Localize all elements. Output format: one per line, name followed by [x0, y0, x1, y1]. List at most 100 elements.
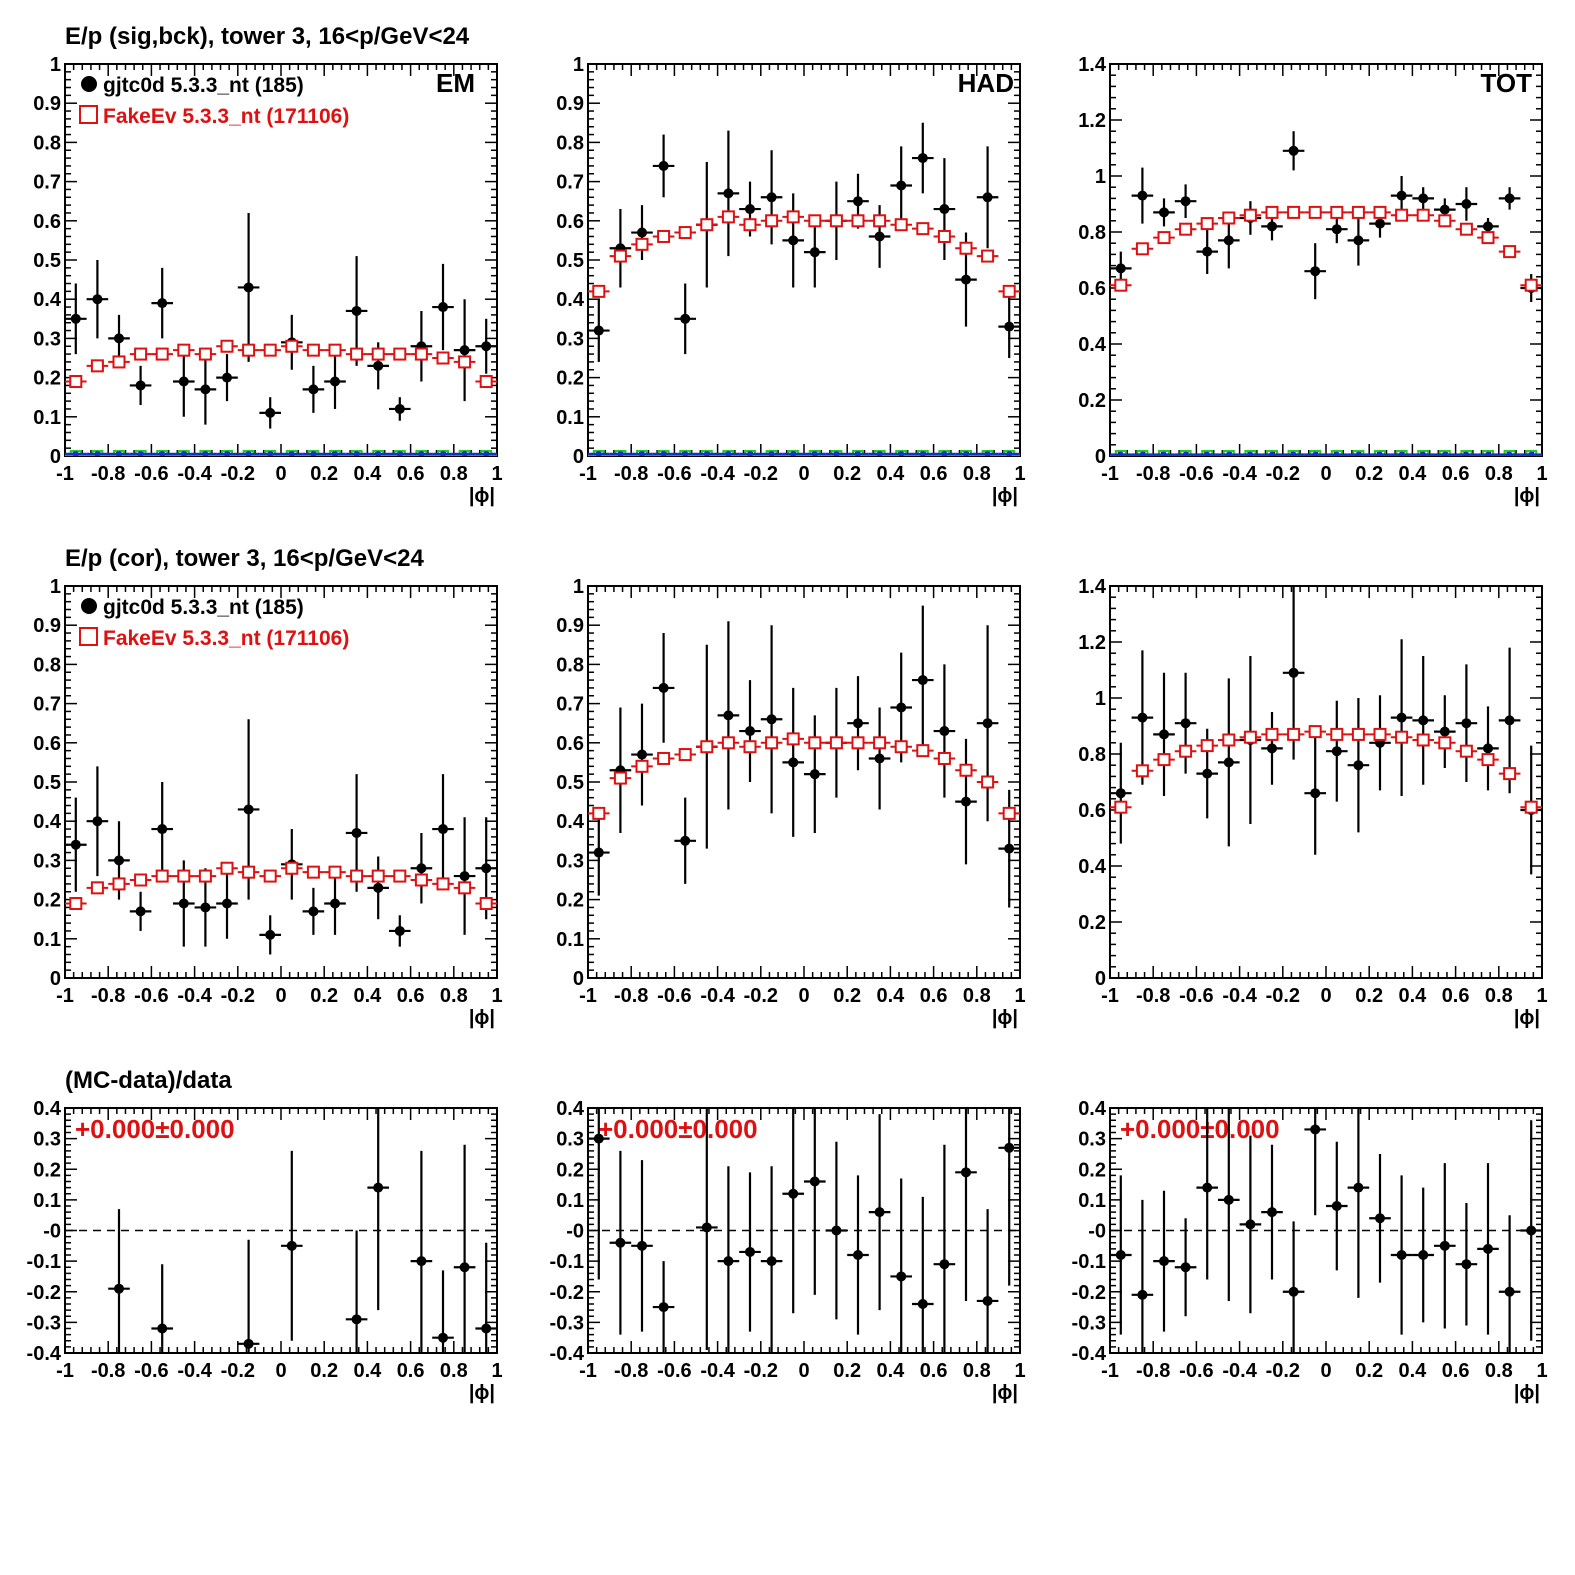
background-marker — [1006, 451, 1013, 456]
mc-point — [721, 736, 735, 750]
data-point — [1353, 235, 1364, 246]
data-point — [680, 835, 691, 846]
y-tick-label: 0.4 — [1078, 856, 1107, 878]
data-point — [70, 313, 81, 324]
data-point — [788, 235, 799, 246]
y-tick-label: 0.1 — [33, 929, 61, 951]
y-tick-label: 0.7 — [556, 694, 584, 716]
mc-point — [1373, 727, 1387, 741]
mc-point — [959, 241, 973, 255]
data-point — [308, 906, 319, 917]
background-marker — [1441, 451, 1448, 456]
data-point — [615, 1237, 626, 1248]
data-point — [1115, 788, 1126, 799]
mc-point — [1114, 278, 1128, 292]
mc-point — [263, 869, 277, 883]
legend-sigbck: gjtc0d 5.3.3_nt (185) FakeEv 5.3.3_nt (1… — [79, 74, 349, 128]
x-tick-label: 1 — [491, 463, 502, 485]
background-marker — [1269, 451, 1275, 456]
mc-point — [1179, 222, 1193, 236]
x-tick-label: -1 — [56, 985, 74, 1007]
x-tick-label: 0.2 — [1355, 1360, 1383, 1382]
x-tick-label: 0 — [1320, 1360, 1331, 1382]
mc-point — [242, 865, 256, 879]
x-tick-label: 0.8 — [963, 463, 991, 485]
y-tick-label: 0 — [573, 968, 584, 990]
mc-point — [1481, 753, 1495, 767]
panel-tot_ratio: -1 -0.8 -0.6 -0.4 -0.2 0 0.2 0.4 0.6 0.8 1 -0.4 -0.3… — [1072, 1098, 1548, 1404]
background-marker — [177, 450, 190, 456]
background-marker — [1463, 451, 1470, 456]
mc-point — [414, 873, 428, 887]
x-tick-label: 0.2 — [833, 463, 861, 485]
data-point — [1331, 1201, 1342, 1211]
data-point — [982, 1295, 993, 1306]
series-layer — [1110, 586, 1542, 875]
background-marker — [483, 451, 490, 456]
data-point — [701, 1222, 712, 1233]
y-tick-label: 0.8 — [33, 132, 61, 154]
data-point — [1418, 1250, 1429, 1260]
series-bkg_green — [588, 450, 1020, 456]
y-tick-label: 0.9 — [33, 615, 61, 637]
background-marker — [415, 450, 428, 456]
x-tick-label: -0.4 — [1222, 1360, 1257, 1382]
mc-point — [1438, 214, 1452, 228]
mc-point — [592, 284, 606, 298]
background-marker — [480, 450, 493, 456]
legend-cor: gjtc0d 5.3.3_nt (185) FakeEv 5.3.3_nt (1… — [79, 596, 349, 650]
x-tick-label: 0.6 — [1442, 985, 1470, 1007]
mc-point — [678, 748, 692, 762]
x-tick-label: -1 — [579, 463, 597, 485]
mc-point — [1395, 730, 1409, 744]
data-point — [917, 675, 928, 686]
data-point — [1461, 1259, 1472, 1270]
mc-point — [1243, 730, 1257, 744]
y-tick-label: -0 — [43, 1221, 61, 1243]
data-point — [874, 753, 885, 764]
mc-point — [220, 339, 234, 353]
data-point — [394, 925, 405, 936]
x-tick-label: 1 — [1536, 463, 1547, 485]
y-tick-label: 0.6 — [33, 211, 61, 233]
background-marker — [1377, 451, 1383, 456]
x-tick-label: -0.4 — [177, 463, 212, 485]
data-point — [809, 1176, 820, 1187]
background-marker — [1222, 450, 1235, 456]
y-tick-label: 0 — [1095, 968, 1106, 990]
data-point — [766, 714, 777, 725]
mc-point — [937, 751, 951, 765]
data-point — [1353, 760, 1364, 771]
series-layer — [108, 1108, 497, 1353]
x-axis-label: |ϕ| — [469, 1007, 495, 1029]
data-point — [1137, 190, 1148, 201]
data-point — [200, 384, 211, 395]
mc-point — [1222, 733, 1236, 747]
x-tick-label: 0 — [275, 463, 286, 485]
series-bkg_green — [1110, 450, 1542, 456]
x-tick-label: 0.6 — [397, 1360, 425, 1382]
mc-point — [678, 226, 692, 240]
background-marker — [242, 450, 255, 456]
x-tick-label: -0.6 — [134, 985, 168, 1007]
y-tick-label: 0.3 — [556, 850, 584, 872]
background-marker — [1395, 450, 1408, 456]
mc-point — [829, 214, 843, 228]
data-point — [330, 376, 340, 387]
mc-point — [786, 732, 800, 746]
x-axis-label: |ϕ| — [1514, 1007, 1540, 1029]
x-tick-label: -1 — [579, 1360, 597, 1382]
data-point — [114, 855, 124, 866]
data-point — [982, 718, 993, 729]
data-point — [1310, 1124, 1321, 1135]
data-point — [939, 1259, 950, 1270]
data-point — [658, 160, 669, 171]
x-tick-label: 0.2 — [310, 1360, 338, 1382]
mc-point — [808, 736, 822, 750]
panel-em_sigbck: -1 -0.8 -0.6 -0.4 -0.2 0 0.2 0.4 0.6 0.8 1 0 0.1 0.2 0… — [33, 54, 502, 507]
x-tick-label: -0.4 — [700, 463, 735, 485]
background-marker — [375, 451, 382, 456]
x-tick-label: -0.8 — [614, 1360, 648, 1382]
data-point — [243, 804, 254, 815]
background-marker — [1161, 451, 1167, 456]
